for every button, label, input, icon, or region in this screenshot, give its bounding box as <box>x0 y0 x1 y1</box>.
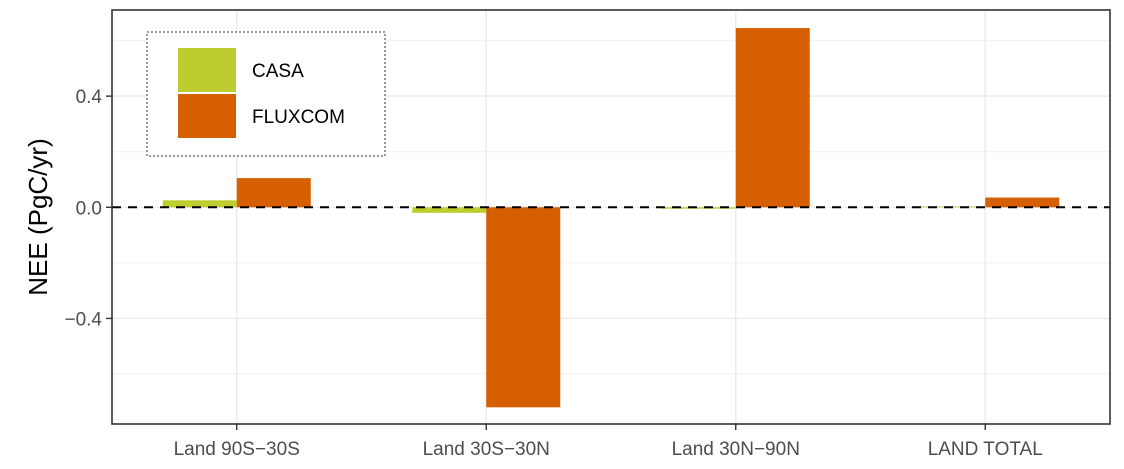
y-tick-label: 0.4 <box>76 87 103 108</box>
bars <box>162 28 1060 408</box>
x-tick-label: Land 90S−30S <box>174 439 300 460</box>
y-tick-label: 0.0 <box>76 198 102 219</box>
x-tick-label: Land 30S−30N <box>423 439 550 460</box>
legend-key-casa <box>178 48 236 92</box>
plot-border <box>111 9 1111 425</box>
bar-casa-3 <box>661 207 736 209</box>
axis-ticks <box>106 95 986 430</box>
bar-casa-2 <box>412 207 487 213</box>
bar-fluxcom-3 <box>735 28 810 208</box>
bar-fluxcom-1 <box>236 178 311 208</box>
bar-fluxcom-4 <box>985 197 1060 208</box>
bar-casa-1 <box>162 200 237 208</box>
x-tick-label: LAND TOTAL <box>928 439 1043 460</box>
bar-fluxcom-2 <box>486 207 561 408</box>
legend: CASA FLUXCOM <box>146 31 386 157</box>
legend-key-fluxcom <box>178 94 236 138</box>
axis-tick-labels: −0.4 0.0 0.4 Land 90S−30S Land 30S−30N Land 3… <box>64 87 1042 460</box>
x-tick-label: Land 30N−90N <box>672 439 800 460</box>
legend-label-fluxcom: FLUXCOM <box>252 107 345 128</box>
legend-label-casa: CASA <box>252 61 304 82</box>
y-tick-label: −0.4 <box>64 309 102 330</box>
y-axis-title: NEE (PgC/yr) <box>23 138 53 295</box>
